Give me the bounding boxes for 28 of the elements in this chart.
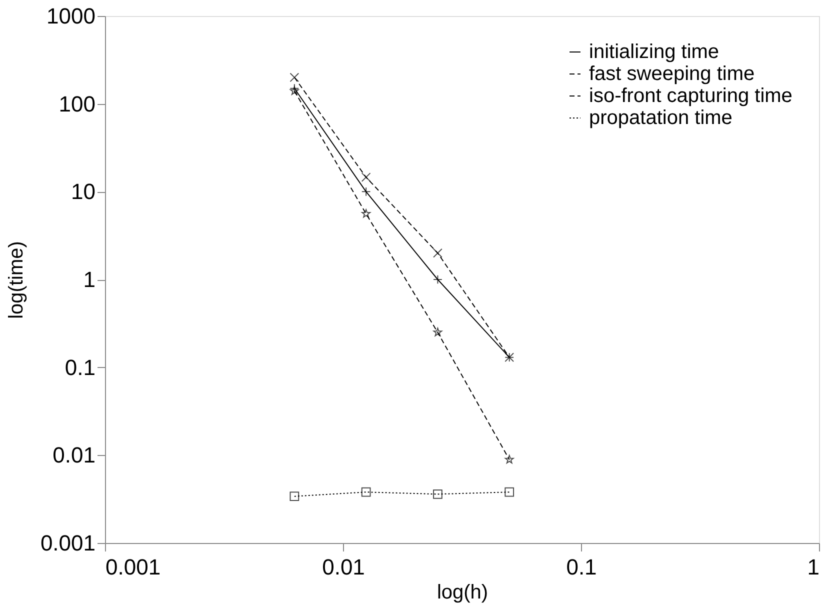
y-tick-label: 0.001 <box>40 530 96 556</box>
point <box>504 454 514 464</box>
x-tick-label: 0.01 <box>322 554 365 580</box>
y-tick-label: 10 <box>71 179 96 204</box>
x-tick-label: 0.001 <box>106 554 161 580</box>
legend-label: iso-front capturing time <box>589 85 792 107</box>
point <box>433 328 442 336</box>
point <box>290 492 300 501</box>
legend-label: propatation time <box>589 107 732 129</box>
point <box>504 487 514 497</box>
legend-label: initializing time <box>589 41 720 63</box>
y-axis-title: log(time) <box>5 241 28 319</box>
point <box>362 209 371 218</box>
x-tick-label: 1 <box>807 554 820 580</box>
point <box>361 487 371 497</box>
point <box>290 72 300 82</box>
point <box>433 489 442 499</box>
y-tick-label: 1 <box>83 267 96 292</box>
point <box>361 172 371 182</box>
y-tick-label: 0.1 <box>64 354 96 380</box>
y-tick-label: 1000 <box>46 4 96 28</box>
x-tick-label: 0.1 <box>566 554 597 580</box>
legend-label: fast sweeping time <box>589 63 755 85</box>
point <box>290 86 299 95</box>
x-axis-title: log(h) <box>436 582 488 604</box>
y-tick-label: 100 <box>58 91 96 116</box>
point <box>433 248 442 258</box>
y-tick-label: 0.01 <box>52 442 96 468</box>
